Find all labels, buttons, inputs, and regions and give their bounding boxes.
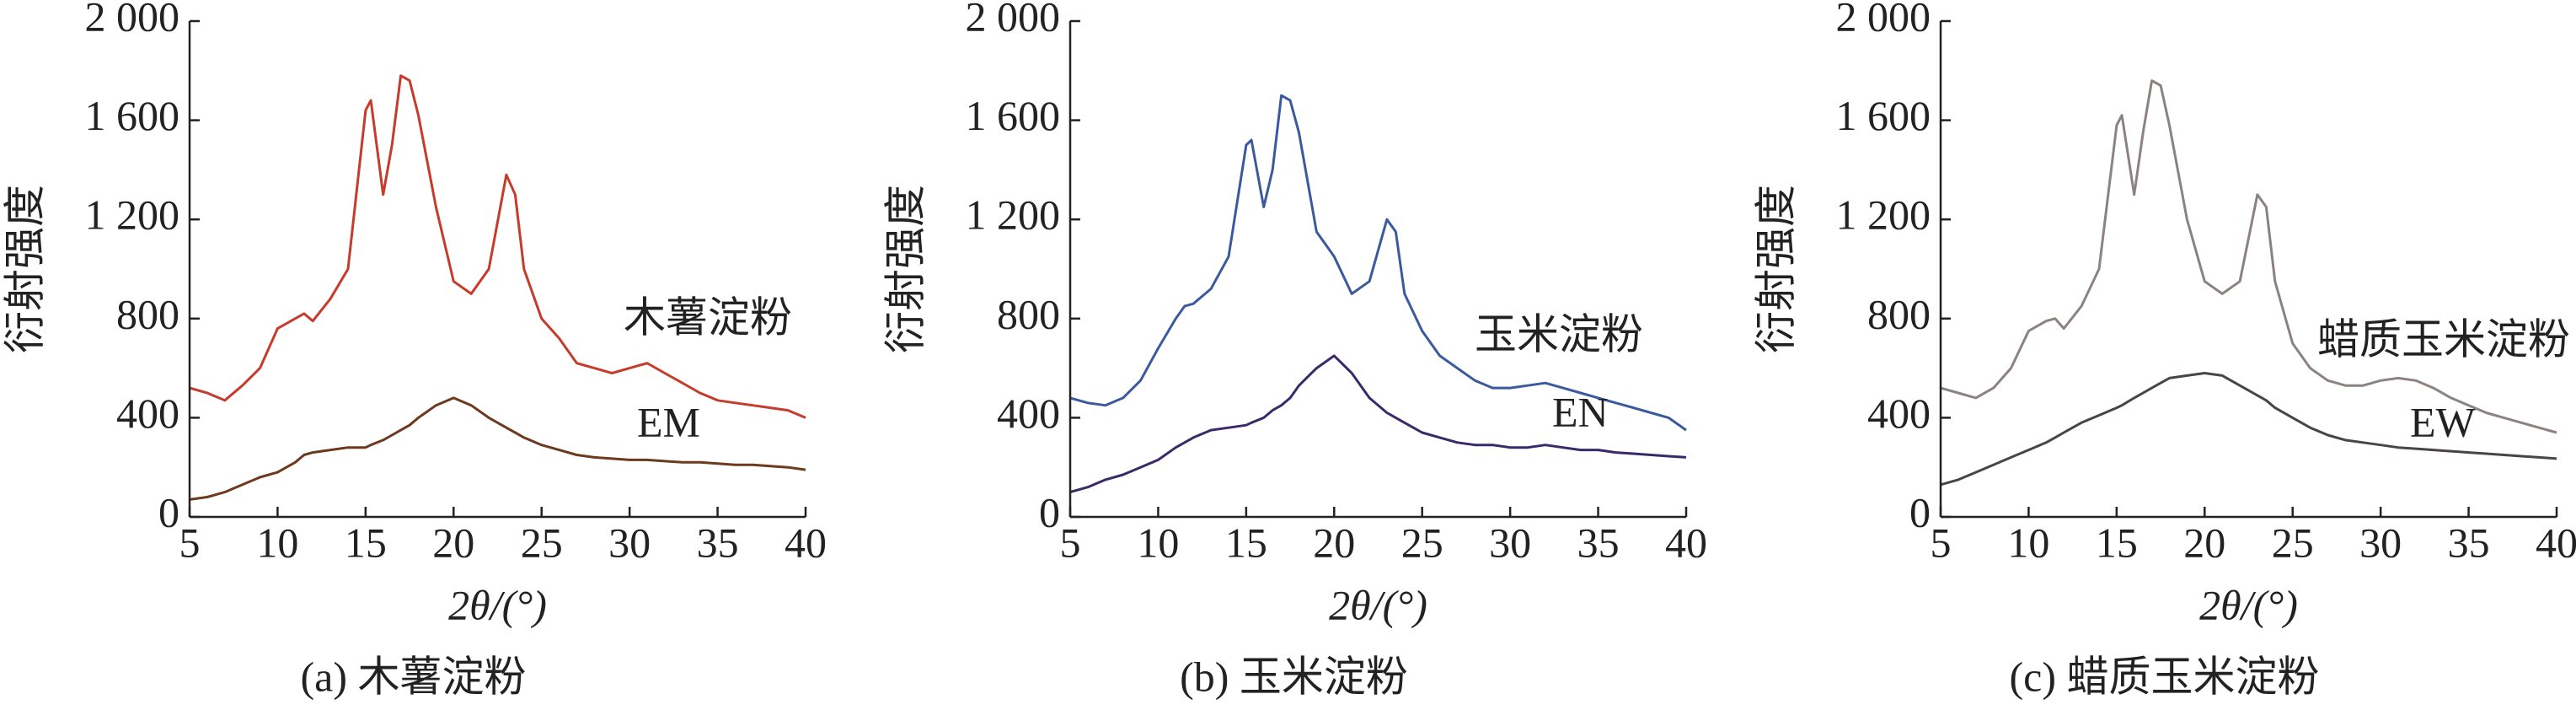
y-tick-label: 800 xyxy=(116,290,179,337)
data-line xyxy=(1940,372,2557,487)
y-axis-label: 衍射强度 xyxy=(1,185,48,353)
y-tick-label: 1 600 xyxy=(85,92,180,139)
x-tick-label: 25 xyxy=(1401,519,1443,566)
x-tick-label: 20 xyxy=(432,519,474,566)
data-line xyxy=(1069,354,1687,494)
x-tick-label: 5 xyxy=(1060,519,1081,566)
series-label: 木薯淀粉 xyxy=(624,293,792,341)
y-tick-label: 400 xyxy=(116,390,179,437)
caption: (c) 蜡质玉米淀粉 xyxy=(2010,653,2320,700)
y-tick-label: 1 600 xyxy=(966,92,1061,139)
x-tick-label: 35 xyxy=(697,519,739,566)
x-tick-label: 5 xyxy=(1931,519,1952,566)
x-tick-label: 15 xyxy=(1225,519,1267,566)
series-label: EW xyxy=(2410,398,2477,445)
x-tick-label: 40 xyxy=(1665,519,1707,566)
x-tick-label: 10 xyxy=(2007,519,2049,566)
y-tick-label: 400 xyxy=(997,390,1060,437)
x-tick-label: 30 xyxy=(1489,519,1531,566)
x-tick-label: 20 xyxy=(2183,519,2225,566)
y-tick-label: 2 000 xyxy=(966,0,1061,40)
x-tick-label: 35 xyxy=(2448,519,2490,566)
y-tick-label: 2 000 xyxy=(85,0,180,40)
x-tick-label: 25 xyxy=(2272,519,2314,566)
x-tick-label: 25 xyxy=(521,519,563,566)
caption: (b) 玉米淀粉 xyxy=(1180,653,1408,700)
y-tick-label: 1 200 xyxy=(966,191,1061,239)
data-line xyxy=(189,396,806,501)
series-label: EN xyxy=(1552,388,1609,435)
x-tick-label: 20 xyxy=(1313,519,1355,566)
x-tick-label: 5 xyxy=(179,519,201,566)
series-label: 蜡质玉米淀粉 xyxy=(2317,315,2570,363)
data-line xyxy=(189,74,806,419)
x-tick-label: 30 xyxy=(2359,519,2402,566)
y-tick-label: 0 xyxy=(1039,488,1060,535)
x-tick-label: 40 xyxy=(785,519,827,566)
x-tick-label: 40 xyxy=(2536,519,2576,566)
y-tick-label: 1 200 xyxy=(85,191,180,239)
y-tick-label: 2 000 xyxy=(1836,0,1931,40)
series-label: 玉米淀粉 xyxy=(1475,310,1643,358)
y-tick-label: 0 xyxy=(158,488,179,535)
y-tick-label: 800 xyxy=(997,290,1060,337)
data-line xyxy=(1069,94,1687,432)
x-axis-label: 2θ/(°) xyxy=(1329,581,1427,628)
y-axis-label: 衍射强度 xyxy=(881,185,929,353)
x-tick-label: 15 xyxy=(2096,519,2138,566)
y-tick-label: 0 xyxy=(1909,488,1931,535)
x-tick-label: 10 xyxy=(1137,519,1179,566)
x-tick-label: 30 xyxy=(608,519,651,566)
y-tick-label: 1 200 xyxy=(1836,191,1931,239)
caption: (a) 木薯淀粉 xyxy=(301,653,527,700)
x-tick-label: 35 xyxy=(1577,519,1620,566)
y-tick-label: 800 xyxy=(1867,290,1931,337)
x-axis-label: 2θ/(°) xyxy=(448,581,547,628)
x-tick-label: 10 xyxy=(256,519,298,566)
series-label: EM xyxy=(637,398,700,445)
y-tick-label: 400 xyxy=(1867,390,1931,437)
y-tick-label: 1 600 xyxy=(1836,92,1931,139)
y-axis-label: 衍射强度 xyxy=(1752,185,1799,353)
x-axis-label: 2θ/(°) xyxy=(2199,581,2298,628)
data-line xyxy=(1940,79,2557,434)
x-tick-label: 15 xyxy=(345,519,387,566)
